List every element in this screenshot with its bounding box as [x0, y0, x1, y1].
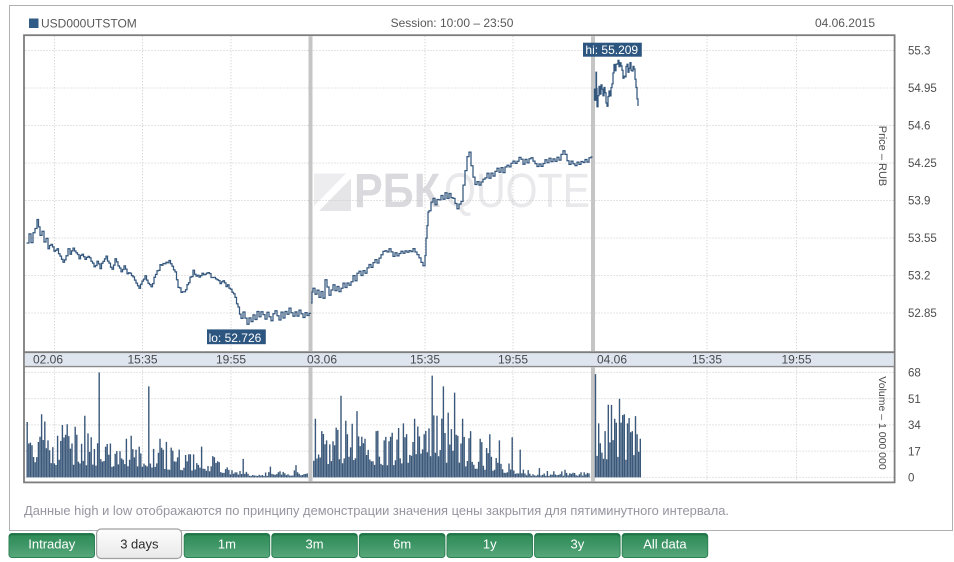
svg-text:54.25: 54.25	[908, 158, 937, 170]
svg-text:Session: 10:00 – 23:50: Session: 10:00 – 23:50	[391, 16, 514, 30]
svg-text:Данные high и low отображаются: Данные high и low отображаются по принци…	[24, 504, 729, 518]
svg-text:04.06: 04.06	[597, 352, 627, 366]
svg-text:1y: 1y	[483, 537, 497, 552]
svg-text:02.06: 02.06	[33, 352, 63, 366]
svg-text:19:55: 19:55	[498, 352, 528, 366]
svg-text:15:35: 15:35	[692, 352, 722, 366]
svg-text:Price – RUB: Price – RUB	[876, 126, 888, 187]
svg-text:1m: 1m	[218, 537, 236, 552]
svg-text:USD000UTSTOM: USD000UTSTOM	[41, 17, 137, 31]
svg-text:55.3: 55.3	[908, 46, 930, 58]
svg-text:54.6: 54.6	[908, 121, 930, 133]
svg-text:6m: 6m	[393, 537, 411, 552]
svg-text:68: 68	[908, 368, 921, 380]
svg-text:54.95: 54.95	[908, 83, 937, 95]
svg-text:All data: All data	[643, 537, 687, 552]
svg-text:17: 17	[908, 446, 921, 458]
svg-text:0: 0	[908, 473, 914, 485]
svg-text:lo: 52.726: lo: 52.726	[209, 331, 262, 345]
svg-text:19:55: 19:55	[216, 352, 246, 366]
svg-text:Intraday: Intraday	[28, 537, 75, 552]
svg-text:3y: 3y	[570, 537, 584, 552]
svg-text:hi: 55.209: hi: 55.209	[585, 43, 638, 57]
svg-text:52.85: 52.85	[908, 308, 937, 320]
svg-text:53.2: 53.2	[908, 271, 930, 283]
svg-text:51: 51	[908, 394, 921, 406]
svg-text:QUOTE: QUOTE	[444, 165, 590, 218]
svg-text:3m: 3m	[306, 537, 324, 552]
svg-text:53.9: 53.9	[908, 196, 930, 208]
svg-text:53.55: 53.55	[908, 233, 937, 245]
svg-text:Volume – 1 000 000: Volume – 1 000 000	[876, 376, 888, 470]
svg-text:3 days: 3 days	[120, 537, 159, 552]
svg-text:34: 34	[908, 420, 921, 432]
svg-text:РБК: РБК	[354, 165, 441, 218]
svg-text:15:35: 15:35	[410, 352, 440, 366]
svg-text:19:55: 19:55	[781, 352, 811, 366]
svg-text:03.06: 03.06	[307, 352, 337, 366]
svg-text:04.06.2015: 04.06.2015	[815, 16, 875, 30]
svg-text:15:35: 15:35	[127, 352, 157, 366]
